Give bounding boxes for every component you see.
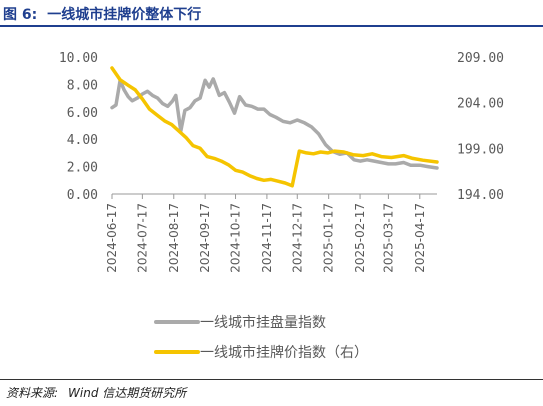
- series-line-listing-index: [110, 77, 439, 170]
- source-label: 资料来源:: [6, 386, 59, 400]
- x-tick-label: 2024-06-17: [105, 203, 119, 273]
- y-left-tick-label: 10.00: [59, 51, 98, 66]
- line-chart: 10.00 8.00 6.00 4.00 2.00 0.00 209.00 204.00 199…: [59, 51, 504, 361]
- y-right-tick-label: 199.00: [457, 142, 504, 157]
- x-tick-label: 2024-08-17: [167, 203, 181, 273]
- x-tick-label: 2024-10-17: [229, 203, 243, 273]
- figure-number: 图 6:: [3, 7, 38, 23]
- y-right-tick-label: 204.00: [457, 97, 504, 112]
- source-divider: [0, 379, 543, 380]
- x-tick-label: 2025-02-17: [353, 203, 367, 273]
- source-text: Wind 信达期货研究所: [68, 386, 187, 400]
- figure-title: 图 6: 一线城市挂牌价整体下行: [3, 4, 201, 24]
- figure-title-text: 一线城市挂牌价整体下行: [47, 7, 202, 23]
- y-left-tick-label: 6.00: [67, 106, 98, 121]
- y-right-tick-label: 194.00: [457, 188, 504, 203]
- x-tick-label: 2024-09-17: [198, 203, 212, 273]
- legend-label: 一线城市挂牌价指数（右）: [200, 344, 368, 361]
- x-tick-label: 2024-12-17: [290, 203, 304, 273]
- y-left-tick-label: 8.00: [67, 78, 98, 93]
- figure-header: 图 6: 一线城市挂牌价整体下行: [0, 0, 543, 27]
- x-tick-label: 2025-03-17: [381, 203, 395, 273]
- y-left-tick-label: 4.00: [67, 133, 98, 148]
- y-right-tick-label: 209.00: [457, 51, 504, 66]
- y-left-tick-label: 2.00: [67, 161, 98, 176]
- x-tick-label: 2024-11-17: [260, 203, 274, 273]
- x-tick-label: 2025-04-17: [413, 203, 427, 273]
- y-left-tick-label: 0.00: [67, 188, 98, 203]
- legend-label: 一线城市挂盘量指数: [200, 314, 326, 331]
- x-tick-label: 2025-01-17: [322, 203, 336, 273]
- x-tick-label: 2024-07-17: [135, 203, 149, 273]
- source-note: 资料来源: Wind 信达期货研究所: [6, 384, 186, 401]
- series-line-price-index: [110, 66, 439, 188]
